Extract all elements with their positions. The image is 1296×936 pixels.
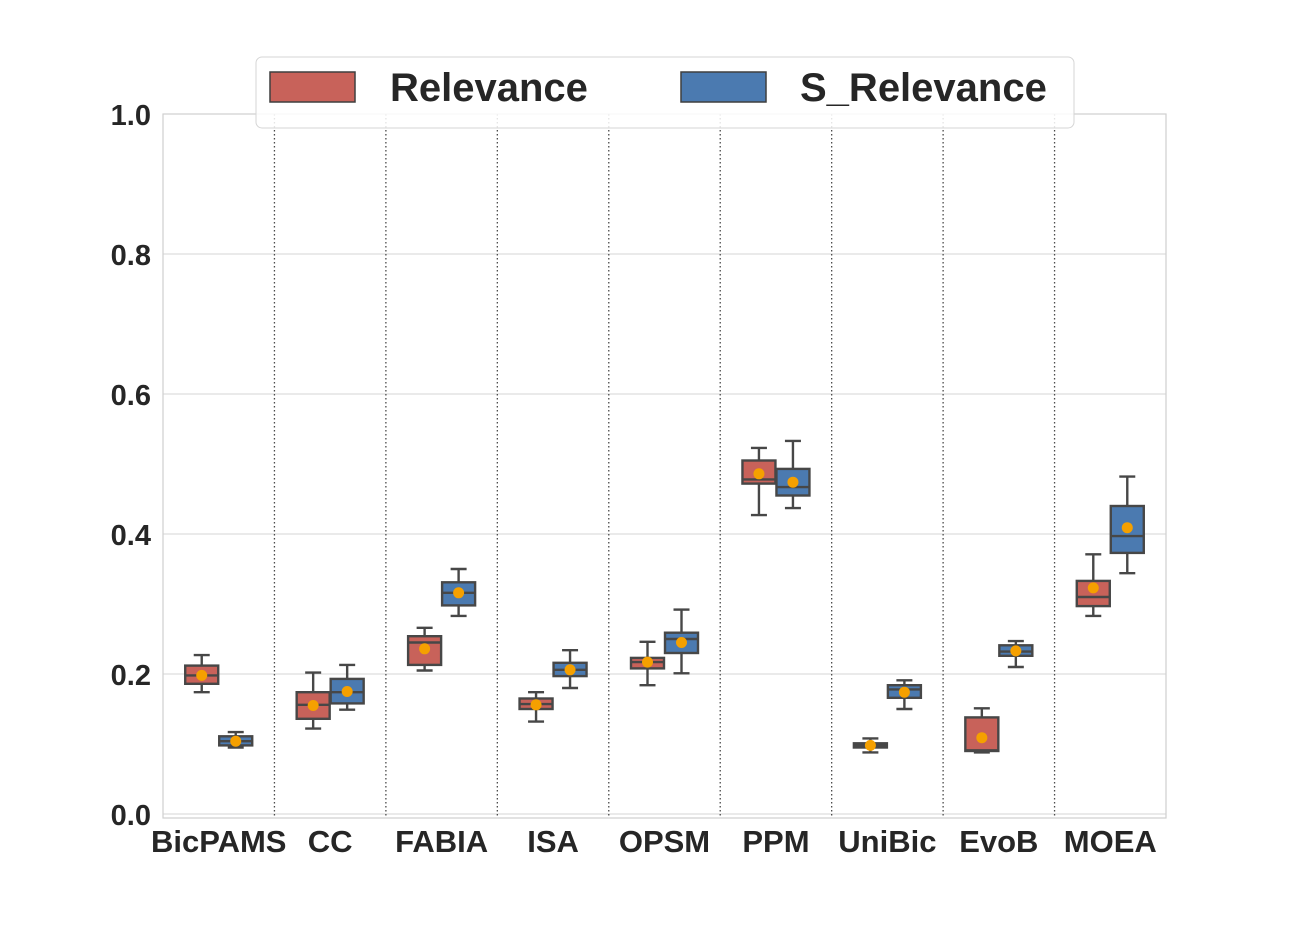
- mean-marker: [1087, 582, 1099, 594]
- mean-marker: [564, 664, 576, 676]
- y-tick-label: 1.0: [111, 100, 151, 132]
- x-tick-label-evob: EvoB: [959, 824, 1038, 859]
- mean-marker: [642, 656, 653, 668]
- legend-label-relevance: Relevance: [390, 66, 588, 110]
- box-relevance-evob: [964, 707, 1000, 754]
- box-iqr: [1109, 504, 1145, 555]
- box-s-relevance-cc: [329, 663, 365, 711]
- x-tick-label-unibic: UniBic: [838, 824, 936, 859]
- box-relevance-isa: [518, 691, 554, 723]
- box-relevance-fabia: [406, 626, 443, 672]
- legend: Relevance S_Relevance: [255, 56, 1075, 129]
- box-relevance-moea: [1075, 553, 1111, 618]
- mean-marker: [864, 739, 876, 751]
- mean-marker: [196, 669, 208, 681]
- box-relevance-opsm: [629, 640, 666, 687]
- x-tick-label-ppm: PPM: [742, 824, 809, 859]
- x-tick-label-bicpams: BicPAMS: [151, 824, 287, 859]
- x-tick-label-moea: MOEA: [1064, 824, 1157, 859]
- y-tick-label: 0.8: [111, 240, 151, 272]
- mean-marker: [230, 735, 242, 747]
- legend-frame: [255, 56, 1075, 129]
- mean-marker: [419, 643, 431, 655]
- legend-swatch-s-relevance: [680, 71, 767, 103]
- mean-marker: [898, 686, 910, 698]
- mean-marker: [341, 686, 353, 697]
- y-tick-label: 0.4: [111, 520, 151, 552]
- mean-marker: [530, 699, 542, 711]
- box-relevance-cc: [295, 671, 331, 730]
- box-relevance-ppm: [741, 446, 777, 517]
- x-tick-label-cc: CC: [308, 824, 353, 859]
- mean-marker: [753, 468, 765, 480]
- mean-marker: [307, 700, 319, 711]
- mean-marker: [976, 732, 988, 744]
- box-s-relevance-opsm: [663, 608, 700, 675]
- mean-marker: [453, 587, 465, 599]
- box-layer: [184, 439, 1145, 754]
- box-s-relevance-isa: [552, 649, 588, 690]
- mean-marker: [676, 637, 687, 648]
- legend-swatch-relevance: [269, 71, 356, 103]
- mean-marker: [1121, 522, 1133, 534]
- box-s-relevance-moea: [1109, 475, 1145, 575]
- box-s-relevance-fabia: [440, 567, 477, 618]
- x-axis-ticks: BicPAMS CC FABIA ISA OPSM PPM UniBic EvoB MOEA: [151, 824, 1157, 859]
- x-tick-label-isa: ISA: [527, 824, 579, 859]
- y-axis-ticks: 0.0 0.2 0.4 0.6 0.8 1.0: [111, 100, 151, 832]
- box-s-relevance-unibic: [886, 679, 923, 711]
- box-s-relevance-bicpams: [218, 730, 254, 749]
- box-relevance-bicpams: [184, 653, 220, 694]
- y-tick-label: 0.6: [111, 380, 151, 412]
- x-tick-label-fabia: FABIA: [395, 824, 488, 859]
- box-relevance-unibic: [852, 737, 889, 754]
- category-separators: [273, 114, 1056, 818]
- x-tick-label-opsm: OPSM: [619, 824, 710, 859]
- y-tick-label: 0.0: [111, 800, 151, 832]
- box-s-relevance-evob: [998, 639, 1034, 669]
- box-s-relevance-ppm: [775, 439, 811, 510]
- y-tick-label: 0.2: [111, 660, 151, 692]
- mean-marker: [1010, 645, 1022, 657]
- mean-marker: [787, 476, 799, 488]
- legend-label-s-relevance: S_Relevance: [800, 66, 1047, 110]
